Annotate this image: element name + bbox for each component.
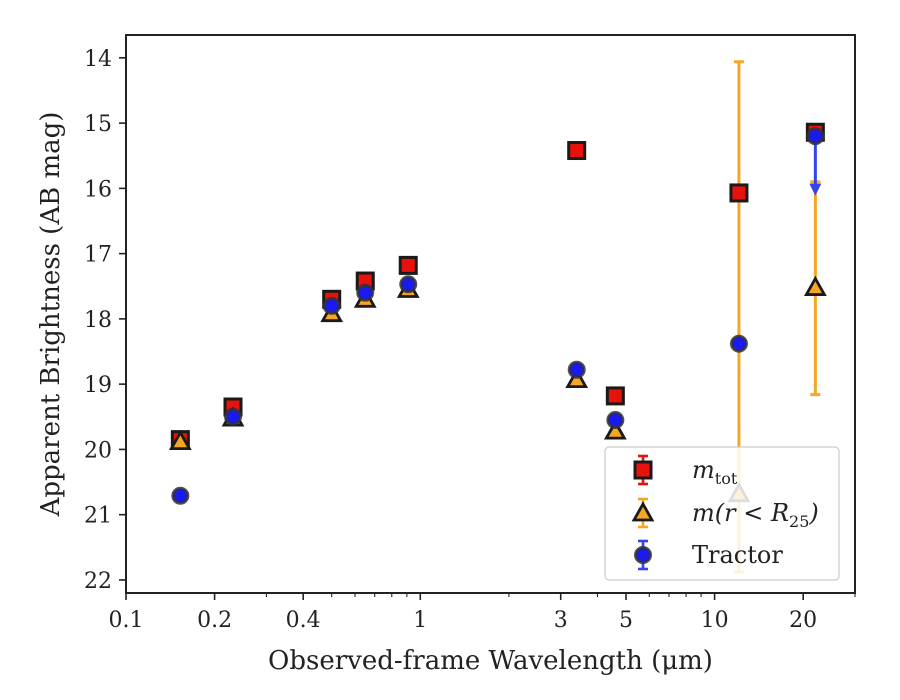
marker-m-tot [567,141,587,161]
x-axis-ticks: 0.1 0.2 0.4 1 3 5 10 20 [109,593,856,633]
x-tick-label: 20 [789,608,817,633]
x-tick-label: 0.4 [286,608,321,633]
data-markers [168,60,827,574]
y-tick-label: 14 [84,47,112,72]
x-tick-label: 1 [413,608,427,633]
x-tick-label: 10 [701,608,729,633]
y-tick-label: 21 [84,504,112,529]
x-tick-label: 3 [554,608,568,633]
marker-tractor [729,334,748,353]
marker-tractor [399,275,418,294]
marker-tractor [806,127,825,146]
x-tick-label: 0.2 [197,608,232,633]
legend-m-r25-sub: 25 [789,512,809,531]
y-tick-label: 15 [84,112,112,137]
legend-handles [631,454,655,571]
y-tick-label: 18 [84,308,112,333]
y-tick-label: 17 [84,243,112,268]
legend-box [604,446,840,581]
marker-tractor [171,486,190,505]
x-tick-label: 5 [619,608,633,633]
legend-marker-m-r25 [631,501,655,522]
plot-frame [125,34,856,594]
x-axis-label: Observed-frame Wavelength (μm) [268,646,713,676]
marker-tractor [567,360,586,379]
x-tick-label: 0.1 [109,608,144,633]
legend-m-r25-close: ) [808,499,818,527]
y-axis-ticks: 14 15 16 17 18 19 20 21 22 [84,47,126,594]
legend-label-m-tot: mtot [692,456,738,488]
marker-m-r25 [603,419,627,440]
marker-m-r25 [803,275,827,296]
y-axis-label: Apparent Brightness (AB mag) [36,112,66,518]
y-tick-label: 19 [84,373,112,398]
legend-marker-m-tot [633,460,653,480]
y-tick-label: 16 [84,177,112,202]
marker-tractor [322,296,341,315]
marker-m-tot [605,386,625,406]
legend: mtot m(r < R25) Tractor [604,446,840,581]
marker-tractor [224,407,243,426]
y-tick-label: 20 [84,438,112,463]
legend-m-tot-base: m [692,456,715,484]
legend-m-r25-base: m(r < R [692,499,789,527]
legend-label-tractor: Tractor [692,541,783,569]
legend-marker-tractor [634,546,652,564]
marker-tractor [606,411,625,430]
upper-limit-arrow-head [809,183,822,196]
marker-m-r25 [168,429,192,450]
legend-label-m-r25: m(r < R25) [692,499,819,531]
marker-m-tot [729,183,749,203]
y-tick-label: 22 [84,569,112,594]
marker-m-tot [398,255,418,275]
legend-m-tot-sub: tot [715,469,738,488]
marker-tractor [356,283,375,302]
